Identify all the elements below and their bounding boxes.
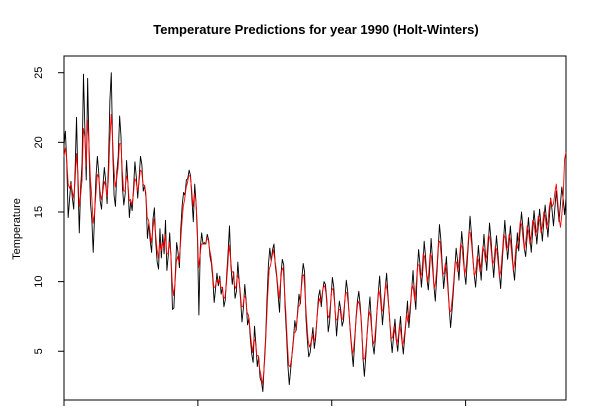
plot-frame [63,55,567,401]
series-line-predicted [63,114,567,386]
y-tick-label: 15 [33,206,45,218]
chart-title: Temperature Predictions for year 1990 (H… [153,22,478,37]
x-axis [63,400,467,406]
y-tick-label: 5 [33,348,45,354]
series-layer [63,72,567,393]
series-line-observed [63,72,567,393]
y-tick-label: 20 [33,136,45,148]
y-axis-label: Temperature [11,198,23,260]
y-tick-label: 10 [33,275,45,287]
y-axis: 5 10 15 20 25 [33,67,64,354]
y-tick-label: 25 [33,67,45,79]
